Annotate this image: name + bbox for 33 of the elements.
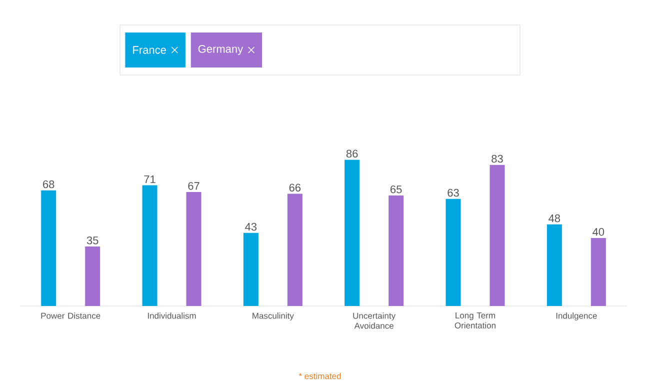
bar (186, 192, 202, 306)
bar (41, 190, 56, 306)
data-label: 63 (448, 188, 459, 197)
x-tick-label: Power Distance (41, 312, 100, 319)
bar (446, 198, 461, 306)
x-tick-label: Masculinity (252, 312, 294, 320)
text: France (133, 46, 166, 54)
bar (546, 224, 562, 306)
data-label: 67 (188, 182, 200, 190)
bar (344, 160, 360, 306)
data-label: 68 (43, 180, 54, 188)
data-label: 71 (144, 175, 156, 184)
data-label: 86 (346, 150, 358, 158)
data-label: 43 (245, 222, 257, 231)
x-tick-label: Indulgence (556, 312, 597, 320)
x-tick-label: Uncertainty Avoidance (353, 312, 396, 329)
data-label: 83 (492, 154, 503, 163)
bar (388, 195, 404, 306)
data-label: 48 (548, 214, 560, 222)
bar (142, 185, 158, 306)
text: Germany (198, 45, 244, 55)
bar (590, 238, 606, 306)
x-tick-label: Individualism (148, 312, 196, 319)
data-label: 65 (390, 185, 402, 194)
x-tick-label: Long Term Orientation (454, 312, 496, 328)
bar (85, 246, 100, 306)
bar (243, 232, 258, 306)
data-label: 40 (592, 228, 604, 236)
data-label: 35 (86, 236, 98, 244)
data-label: 66 (289, 184, 301, 192)
bar (490, 164, 505, 306)
bar (287, 194, 302, 306)
text: * estimated (298, 372, 341, 380)
